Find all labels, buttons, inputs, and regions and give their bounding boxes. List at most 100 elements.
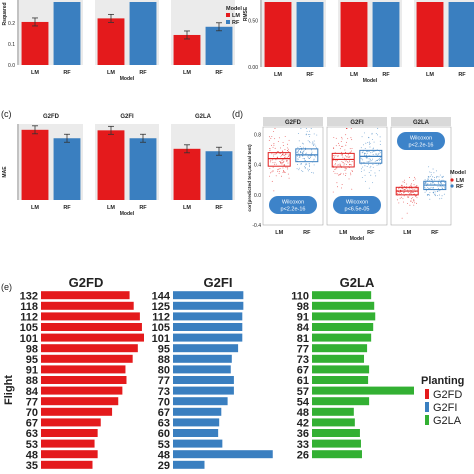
jitter-point <box>379 159 381 161</box>
flight-tick-label: 54 <box>297 396 310 408</box>
flight-tick-label: 67 <box>158 407 170 419</box>
jitter-point <box>272 155 274 157</box>
flight-tick-label: 70 <box>158 396 170 408</box>
jitter-point <box>376 160 378 161</box>
flight-tick-label: 48 <box>26 449 38 461</box>
jitter-point <box>269 148 271 150</box>
jitter-point <box>311 172 313 173</box>
jitter-point <box>280 147 281 149</box>
jitter-point <box>305 149 306 151</box>
jitter-point <box>309 141 310 142</box>
jitter-point <box>378 159 380 161</box>
jitter-point <box>434 193 436 195</box>
jitter-point <box>287 162 289 164</box>
jitter-point <box>304 158 306 159</box>
jitter-point <box>345 134 347 136</box>
jitter-point <box>306 152 308 154</box>
jitter-point <box>430 174 432 176</box>
x-tick-label: LM <box>107 205 115 211</box>
jitter-point <box>402 188 404 190</box>
jitter-point <box>439 186 441 187</box>
jitter-point <box>308 158 310 160</box>
flight-tick-label: 77 <box>297 343 309 355</box>
y-tick-label: -0.4 <box>252 223 261 229</box>
flight-tick-label: 81 <box>297 333 309 345</box>
jitter-point <box>313 172 314 174</box>
jitter-point <box>433 172 435 174</box>
jitter-point <box>349 161 351 163</box>
jitter-point <box>307 170 309 172</box>
jitter-point <box>361 168 362 170</box>
jitter-point <box>335 137 337 139</box>
jitter-point <box>302 158 304 160</box>
jitter-point <box>404 179 405 181</box>
jitter-point <box>279 168 281 169</box>
bar-lm <box>21 129 49 200</box>
jitter-point <box>278 170 280 172</box>
legend-label: RF <box>232 20 240 26</box>
jitter-point <box>336 182 338 184</box>
jitter-point <box>364 148 366 150</box>
jitter-point <box>438 179 440 181</box>
jitter-point <box>363 169 365 171</box>
flight-tick-label: 53 <box>158 439 170 451</box>
jitter-point <box>425 182 427 184</box>
jitter-point <box>398 202 400 204</box>
jitter-point <box>372 158 373 160</box>
jitter-point <box>298 169 300 171</box>
jitter-point <box>344 163 346 165</box>
y-axis-label: cor(predicted test,actual test) <box>247 144 253 212</box>
jitter-point <box>425 190 427 192</box>
jitter-point <box>309 166 310 168</box>
y-tick-label: 0.0 <box>254 193 261 199</box>
jitter-point <box>345 144 347 146</box>
jitter-point <box>341 184 343 186</box>
jitter-point <box>340 154 342 156</box>
jitter-point <box>373 141 375 143</box>
jitter-point <box>271 180 273 182</box>
jitter-point <box>429 187 431 189</box>
jitter-point <box>341 153 343 155</box>
jitter-point <box>309 136 310 138</box>
jitter-point <box>347 155 349 157</box>
jitter-point <box>303 143 304 145</box>
bar-rf <box>129 138 157 200</box>
jitter-point <box>362 166 364 168</box>
jitter-point <box>414 178 416 180</box>
jitter-point <box>332 191 334 193</box>
flight-bar <box>173 291 244 300</box>
jitter-point <box>375 133 377 134</box>
jitter-point <box>438 182 440 184</box>
jitter-point <box>442 185 444 187</box>
jitter-point <box>434 194 436 196</box>
jitter-point <box>429 171 431 173</box>
flight-bar <box>41 429 98 437</box>
jitter-point <box>406 212 408 214</box>
x-tick-label: LM <box>275 230 283 236</box>
jitter-point <box>367 142 369 144</box>
jitter-point <box>416 188 418 190</box>
jitter-point <box>371 133 373 135</box>
jitter-point <box>288 156 290 158</box>
jitter-point <box>437 182 439 184</box>
flight-bar <box>173 376 234 384</box>
x-tick-label: LM <box>107 70 115 76</box>
jitter-point <box>366 157 368 159</box>
bar-rf <box>372 2 400 67</box>
jitter-point <box>333 147 335 149</box>
jitter-point <box>377 128 379 129</box>
flight-tick-label: 112 <box>20 312 38 324</box>
jitter-point <box>337 156 339 157</box>
jitter-point <box>365 142 367 144</box>
flight-bar <box>41 365 126 374</box>
flight-bar <box>41 439 95 448</box>
jitter-point <box>343 173 344 175</box>
jitter-point <box>288 150 290 152</box>
panel-label: (d) <box>232 109 243 119</box>
jitter-point <box>313 159 315 161</box>
jitter-point <box>306 163 308 165</box>
jitter-point <box>316 134 318 136</box>
flight-bar <box>312 429 360 437</box>
jitter-point <box>369 143 371 145</box>
jitter-point <box>282 145 284 147</box>
